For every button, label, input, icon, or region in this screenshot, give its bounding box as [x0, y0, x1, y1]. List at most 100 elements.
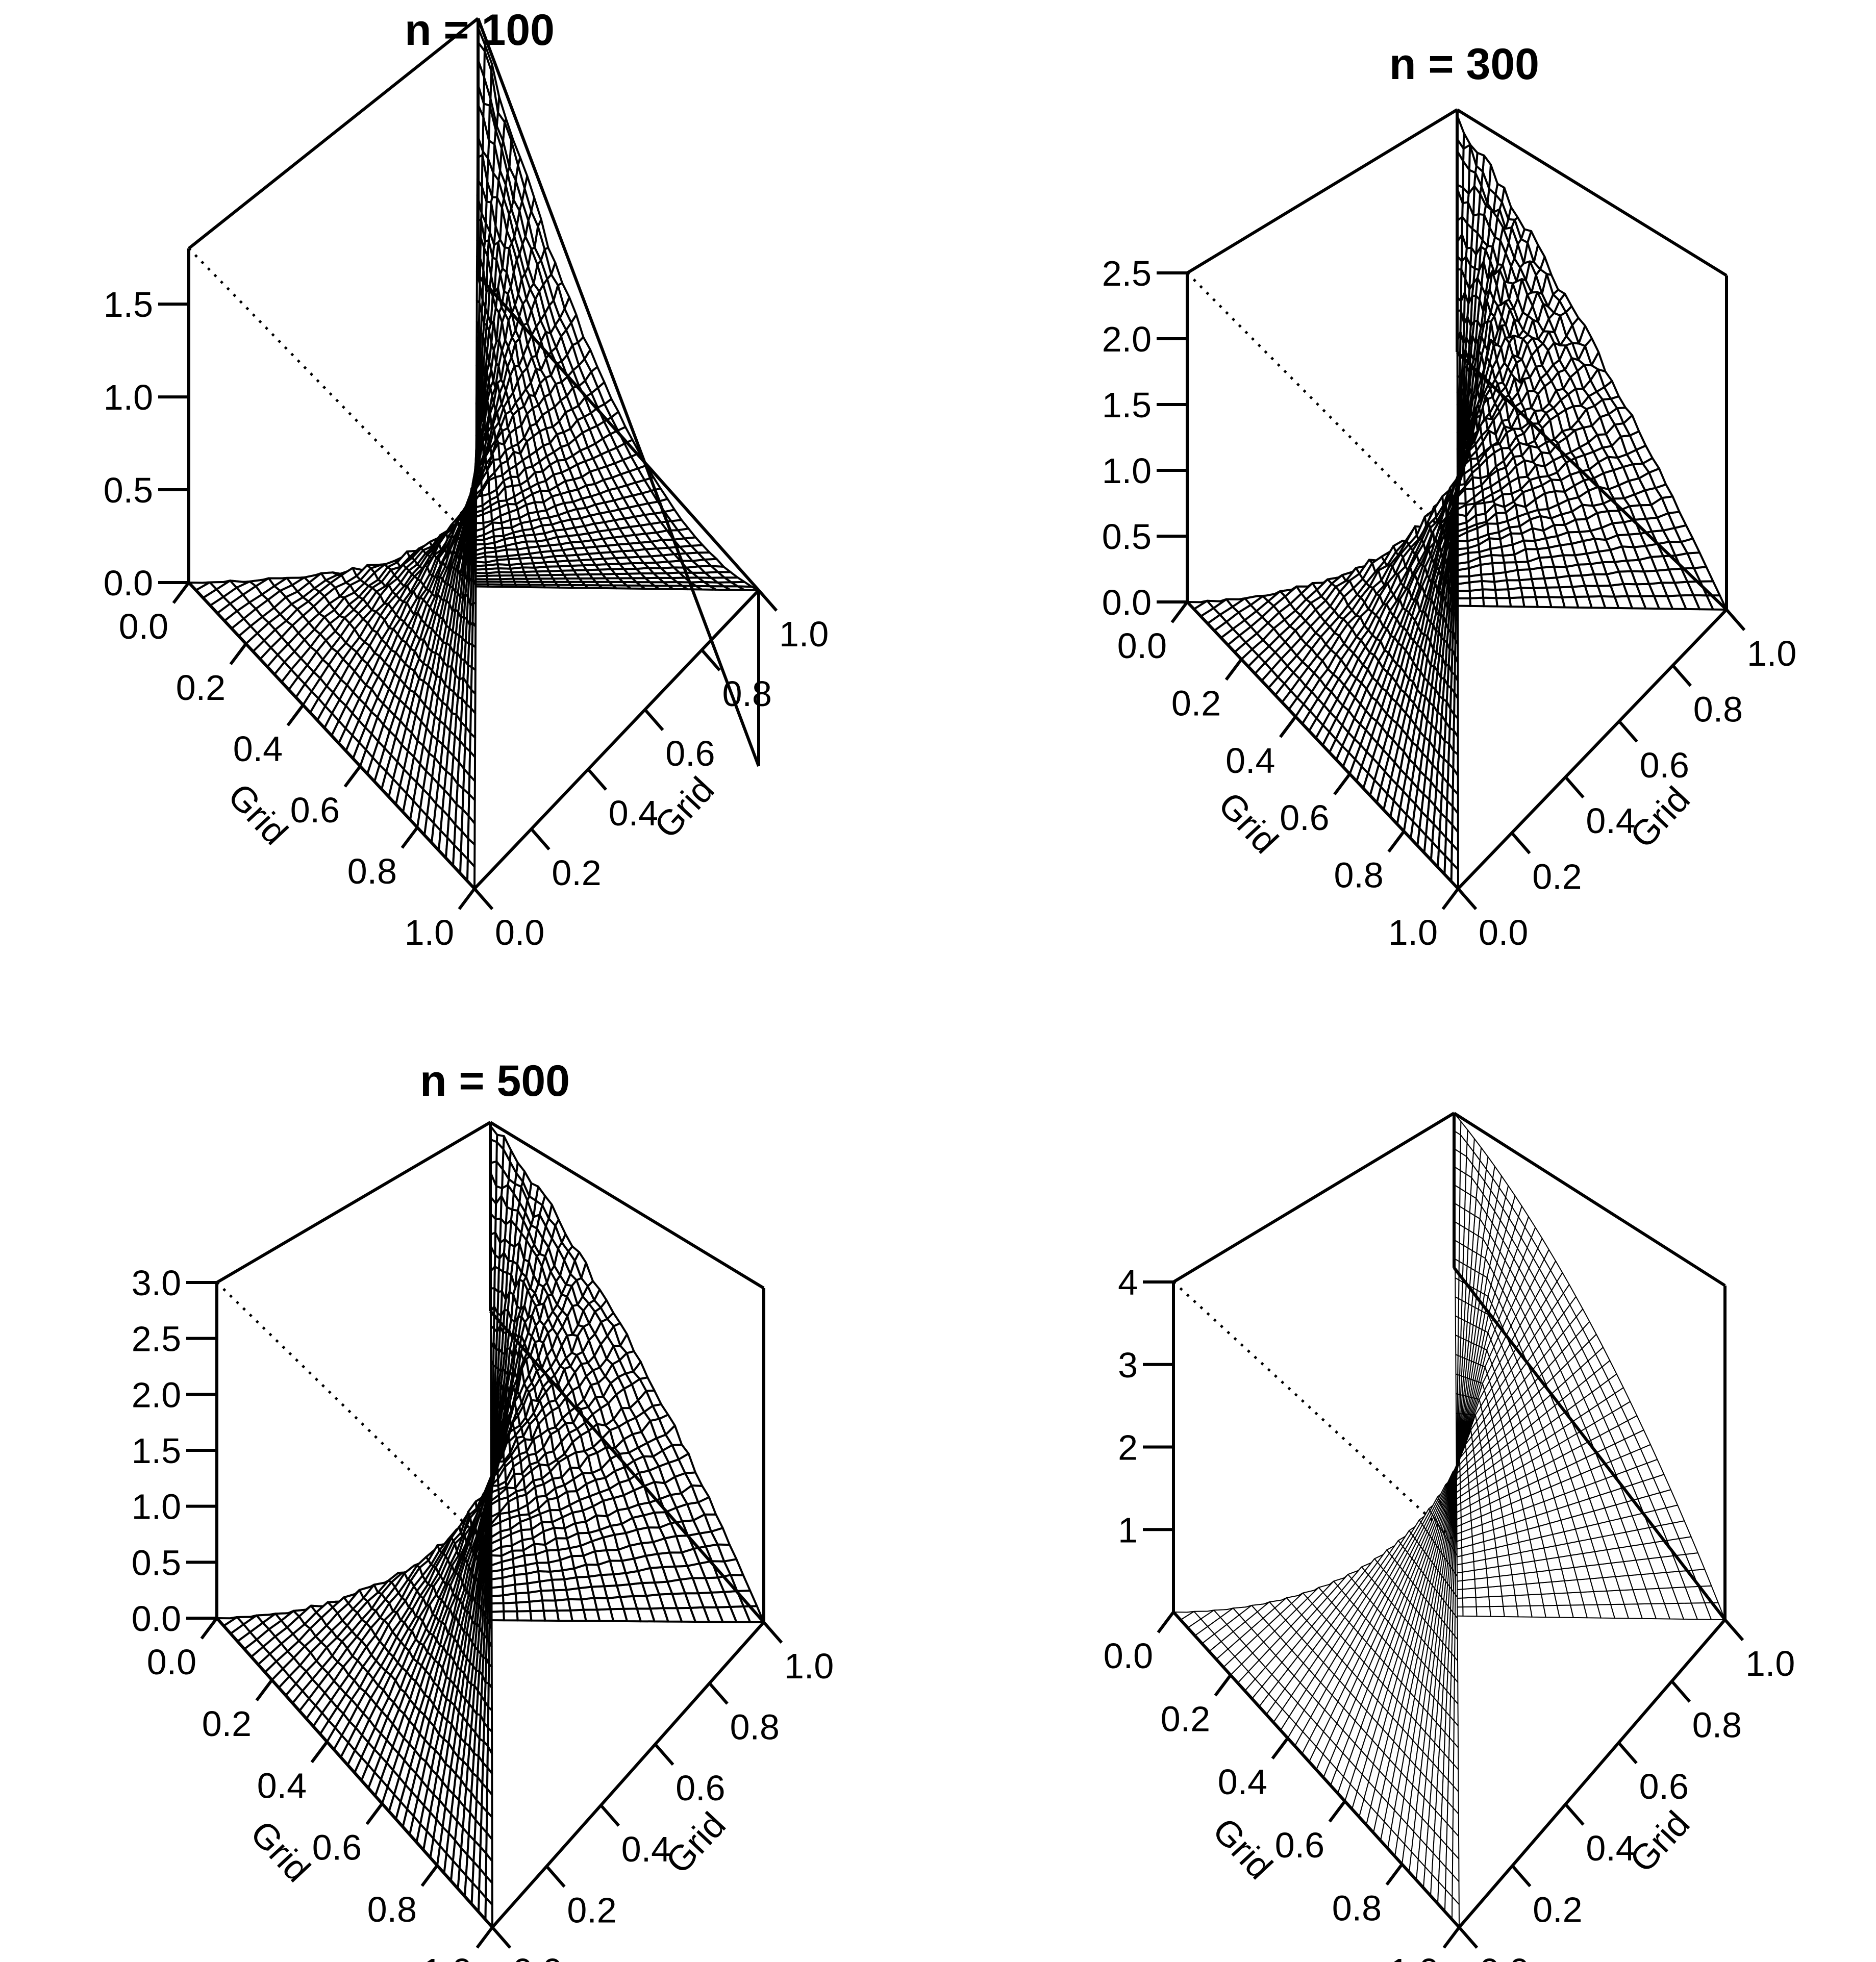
y-tick-label: 0.6 [1640, 745, 1689, 785]
y-tick-label: 1.0 [784, 1646, 834, 1686]
y-tick-mark [1671, 664, 1692, 687]
x-tick-label: 1.0 [405, 913, 454, 952]
x-tick-mark [286, 704, 305, 726]
y-tick-label: 0.0 [513, 1951, 562, 1962]
surface-cell [1456, 597, 1471, 607]
x-tick-mark [1170, 601, 1189, 623]
x-tick-label: 0.6 [290, 790, 340, 830]
surface-cell [471, 621, 477, 648]
z-tick-label: 1.5 [132, 1431, 181, 1471]
x-tick-label: 0.4 [1225, 741, 1275, 781]
y-tick-mark [757, 589, 778, 612]
panel-2-surface [1186, 114, 1728, 890]
z-tick-label: 2.5 [132, 1319, 181, 1359]
x-tick-mark [1441, 888, 1460, 910]
surface-cell [490, 1438, 493, 1466]
z-tick-label: 0.5 [132, 1543, 181, 1582]
x-tick-mark [1279, 716, 1297, 738]
y-tick-label: 0.0 [1479, 913, 1528, 952]
surface-cell [1456, 375, 1461, 393]
x-tick-label: 0.6 [312, 1828, 362, 1868]
panel-2-title: n = 300 [1389, 40, 1539, 89]
z-tick-label: 1.0 [104, 378, 153, 417]
x-tick-mark [1333, 773, 1352, 795]
surface-cell [516, 1610, 533, 1622]
y-tick-label: 0.8 [730, 1707, 780, 1747]
x-tick-label: 0.8 [1334, 856, 1383, 895]
surface-cell [541, 1599, 558, 1612]
panel-1-surface [188, 26, 760, 890]
y-tick-label: 0.0 [495, 913, 544, 952]
z-tick-label: 2.0 [1102, 319, 1152, 359]
surface-cell [1456, 590, 1471, 599]
panel-1: n = 100 0.00.51.01.50.00.20.40.60.81.0Gr… [104, 6, 829, 952]
panel-3-z-ticks: 0.00.51.01.52.02.53.0 [132, 1263, 217, 1639]
x-tick-mark [420, 1865, 439, 1887]
surface-cell [490, 1462, 493, 1483]
x-tick-mark [172, 582, 190, 604]
z-tick-label: 1.0 [1102, 451, 1152, 491]
y-tick-label: 0.4 [1586, 801, 1635, 841]
y-tick-mark [491, 1926, 512, 1949]
z-tick-label: 2.5 [1102, 254, 1152, 293]
z-tick-label: 0.0 [132, 1599, 181, 1639]
surface-cell [489, 1580, 493, 1606]
x-tick-label: 1.0 [422, 1951, 472, 1962]
y-tick-label: 0.2 [567, 1890, 616, 1930]
y-tick-label: 0.2 [1532, 857, 1582, 897]
surface-cell [489, 1564, 493, 1584]
x-tick-label: 0.4 [257, 1766, 307, 1805]
x-axis-label: Grid [1211, 785, 1286, 861]
y-tick-mark [587, 768, 608, 791]
z-tick-label: 1.0 [132, 1487, 181, 1527]
x-tick-label: 0.8 [347, 851, 397, 891]
y-tick-mark [708, 1682, 729, 1705]
x-tick-mark [365, 1802, 384, 1825]
x-tick-label: 0.0 [1117, 626, 1167, 666]
y-tick-mark [1725, 609, 1746, 631]
x-axis-label: Grid [220, 776, 295, 852]
y-axis-line [473, 589, 760, 890]
surface-cell [489, 1541, 493, 1566]
y-tick-mark [654, 1743, 674, 1766]
y-tick-mark [1457, 888, 1478, 910]
y-tick-mark [643, 709, 664, 731]
z-tick-label: 0.5 [1102, 517, 1152, 557]
y-tick-mark [530, 828, 551, 850]
x-tick-mark [200, 1617, 218, 1640]
box-edge [477, 17, 760, 767]
y-tick-mark [545, 1865, 566, 1888]
x-tick-label: 0.6 [1280, 798, 1329, 838]
panel-2: n = 300 0.00.51.01.52.02.50.00.20.40.60.… [1102, 40, 1797, 952]
hidden-edge [188, 247, 476, 543]
z-tick-label: 2.0 [132, 1375, 181, 1415]
x-tick-label: 0.2 [1171, 683, 1221, 723]
z-tick-label: 1.5 [1102, 385, 1152, 425]
y-tick-mark [1510, 832, 1531, 854]
x-tick-mark [229, 643, 247, 665]
panel-2-z-ticks: 0.00.51.01.52.02.5 [1102, 254, 1187, 622]
surface-cell [470, 643, 477, 671]
surface-cell [542, 1609, 560, 1622]
y-tick-mark [1618, 720, 1638, 743]
y-tick-mark [473, 888, 494, 910]
x-tick-label: 0.0 [119, 607, 168, 646]
x-tick-mark [476, 1926, 494, 1949]
y-tick-label: 0.6 [676, 1768, 725, 1808]
x-tick-mark [310, 1741, 329, 1764]
y-tick-mark [599, 1804, 620, 1827]
surface-cell [503, 1610, 519, 1622]
box-edge [216, 1121, 491, 1284]
y-tick-label: 1.0 [1747, 634, 1796, 673]
x-tick-label: 0.8 [367, 1890, 417, 1929]
panel-3: n = 500 0.00.51.01.52.02.53.00.00.20.40.… [132, 1057, 834, 1962]
box-edge [1186, 108, 1458, 274]
x-tick-mark [401, 826, 419, 849]
surface-cell [529, 1609, 546, 1622]
x-tick-label: 1.0 [1388, 913, 1438, 952]
surface-cell [1455, 579, 1459, 601]
z-tick-label: 0.5 [104, 470, 153, 510]
